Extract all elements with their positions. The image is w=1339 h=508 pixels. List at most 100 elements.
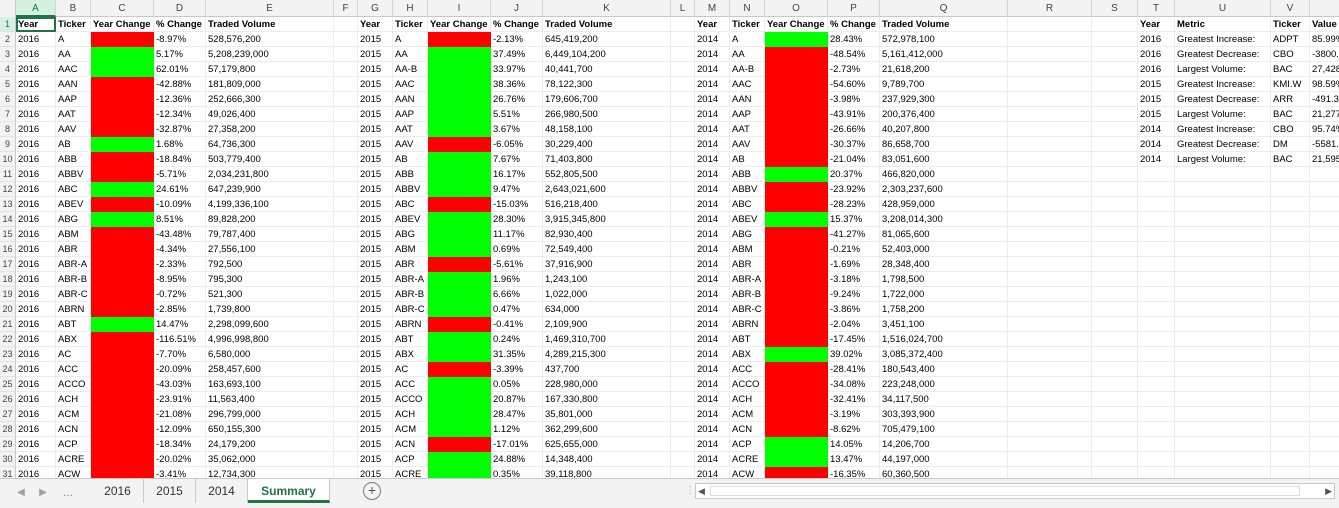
ticker-cell[interactable]: ABR-B xyxy=(58,274,88,285)
summary-value-cell[interactable]: 21,595,474,700 xyxy=(1312,154,1339,165)
year-cell[interactable]: 2016 xyxy=(18,424,40,435)
year-change-cell[interactable] xyxy=(428,197,491,212)
ticker-cell[interactable]: AB xyxy=(58,139,71,150)
year-cell[interactable]: 2015 xyxy=(360,184,382,195)
pct-change-cell[interactable]: -54.60% xyxy=(830,79,866,90)
year-cell[interactable]: 2016 xyxy=(18,34,40,45)
ticker-cell[interactable]: ABG xyxy=(732,229,753,240)
ticker-cell[interactable]: AAP xyxy=(732,109,752,120)
ticker-cell[interactable]: AA xyxy=(732,49,745,60)
year-cell[interactable]: 2016 xyxy=(18,64,40,75)
year-cell[interactable]: 2014 xyxy=(697,49,719,60)
ticker-cell[interactable]: ACP xyxy=(58,439,78,450)
volume-cell[interactable]: 179,606,700 xyxy=(545,94,598,105)
year-cell[interactable]: 2014 xyxy=(697,454,719,465)
pct-change-cell[interactable]: -5.61% xyxy=(493,259,524,270)
pct-change-cell[interactable]: -26.66% xyxy=(830,124,866,135)
year-cell[interactable]: 2015 xyxy=(360,289,382,300)
volume-cell[interactable]: 167,330,800 xyxy=(545,394,598,405)
year-cell[interactable]: 2015 xyxy=(360,394,382,405)
year-change-cell[interactable] xyxy=(765,227,828,242)
add-sheet-button[interactable]: + xyxy=(363,482,381,500)
year-change-cell[interactable] xyxy=(428,182,491,197)
row-header-15[interactable]: 15 xyxy=(0,227,16,242)
ticker-cell[interactable]: ABRN xyxy=(732,319,759,330)
pct-change-cell[interactable]: 9.47% xyxy=(493,184,520,195)
summary-metric-cell[interactable]: Greatest Increase: xyxy=(1177,124,1256,135)
year-cell[interactable]: 2014 xyxy=(697,439,719,450)
row-header-7[interactable]: 7 xyxy=(0,107,16,122)
year-change-cell[interactable] xyxy=(428,302,491,317)
ticker-cell[interactable]: AAN xyxy=(732,94,752,105)
year-cell[interactable]: 2016 xyxy=(18,409,40,420)
year-change-cell[interactable] xyxy=(428,77,491,92)
year-cell[interactable]: 2014 xyxy=(697,424,719,435)
ticker-cell[interactable]: ACW xyxy=(732,469,755,478)
year-cell[interactable]: 2015 xyxy=(360,274,382,285)
year-cell[interactable]: 2014 xyxy=(697,169,719,180)
ticker-cell[interactable]: ABEV xyxy=(395,214,421,225)
year-cell[interactable]: 2016 xyxy=(18,94,40,105)
volume-cell[interactable]: 40,441,700 xyxy=(545,64,593,75)
volume-cell[interactable]: 303,393,900 xyxy=(882,409,935,420)
volume-cell[interactable]: 5,161,412,000 xyxy=(882,49,943,60)
summary-ticker-cell[interactable]: CBO xyxy=(1273,124,1294,135)
volume-cell[interactable]: 705,479,100 xyxy=(882,424,935,435)
year-change-cell[interactable] xyxy=(765,467,828,478)
volume-cell[interactable]: 528,576,200 xyxy=(208,34,261,45)
volume-cell[interactable]: 37,916,900 xyxy=(545,259,593,270)
pct-change-cell[interactable]: -7.70% xyxy=(156,349,187,360)
year-change-cell[interactable] xyxy=(91,407,154,422)
row-header-31[interactable]: 31 xyxy=(0,467,16,478)
year-change-cell[interactable] xyxy=(428,317,491,332)
year-change-cell[interactable] xyxy=(765,212,828,227)
summary-value-cell[interactable]: 98.59% xyxy=(1312,79,1339,90)
row-header-2[interactable]: 2 xyxy=(0,32,16,47)
summary-year-cell[interactable]: 2014 xyxy=(1140,154,1162,165)
year-change-cell[interactable] xyxy=(428,362,491,377)
ticker-cell[interactable]: ABX xyxy=(395,349,415,360)
year-cell[interactable]: 2014 xyxy=(697,64,719,75)
volume-cell[interactable]: 2,643,021,600 xyxy=(545,184,606,195)
summary-year-cell[interactable]: 2014 xyxy=(1140,139,1162,150)
summary-ticker-cell[interactable]: BAC xyxy=(1273,64,1293,75)
ticker-cell[interactable]: A xyxy=(732,34,739,45)
ticker-cell[interactable]: ABX xyxy=(732,349,752,360)
volume-cell[interactable]: 1,739,800 xyxy=(208,304,251,315)
volume-cell[interactable]: 180,543,400 xyxy=(882,364,935,375)
column-header-a[interactable]: A xyxy=(16,0,56,17)
year-change-cell[interactable] xyxy=(428,347,491,362)
ticker-cell[interactable]: AC xyxy=(395,364,409,375)
year-change-cell[interactable] xyxy=(91,47,154,62)
ticker-cell[interactable]: ABR-C xyxy=(58,289,88,300)
year-cell[interactable]: 2014 xyxy=(697,334,719,345)
ticker-cell[interactable]: AAC xyxy=(58,64,78,75)
pct-change-cell[interactable]: -41.27% xyxy=(830,229,866,240)
row-header-25[interactable]: 25 xyxy=(0,377,16,392)
ticker-cell[interactable]: AAP xyxy=(58,94,78,105)
year-change-cell[interactable] xyxy=(91,182,154,197)
active-cell-a1[interactable] xyxy=(16,17,56,32)
summary-header-year[interactable]: Year xyxy=(1140,19,1161,30)
ticker-cell[interactable]: AAN xyxy=(395,94,415,105)
year-change-cell[interactable] xyxy=(91,107,154,122)
pct-change-cell[interactable]: -8.97% xyxy=(156,34,187,45)
volume-cell[interactable]: 650,155,300 xyxy=(208,424,261,435)
header-year[interactable]: Year xyxy=(18,19,39,30)
ticker-cell[interactable]: AAT xyxy=(58,109,76,120)
summary-ticker-cell[interactable]: ARR xyxy=(1273,94,1294,105)
pct-change-cell[interactable]: 31.35% xyxy=(493,349,526,360)
year-change-cell[interactable] xyxy=(765,32,828,47)
pct-change-cell[interactable]: -30.37% xyxy=(830,139,866,150)
volume-cell[interactable]: 40,207,800 xyxy=(882,124,930,135)
year-change-cell[interactable] xyxy=(91,62,154,77)
column-header-p[interactable]: P xyxy=(828,0,880,17)
ticker-cell[interactable]: ACW xyxy=(58,469,81,478)
row-header-22[interactable]: 22 xyxy=(0,332,16,347)
year-change-cell[interactable] xyxy=(765,437,828,452)
year-cell[interactable]: 2016 xyxy=(18,124,40,135)
year-cell[interactable]: 2014 xyxy=(697,94,719,105)
header-ticker[interactable]: Ticker xyxy=(732,19,760,30)
year-change-cell[interactable] xyxy=(428,452,491,467)
column-header-t[interactable]: T xyxy=(1138,0,1175,17)
